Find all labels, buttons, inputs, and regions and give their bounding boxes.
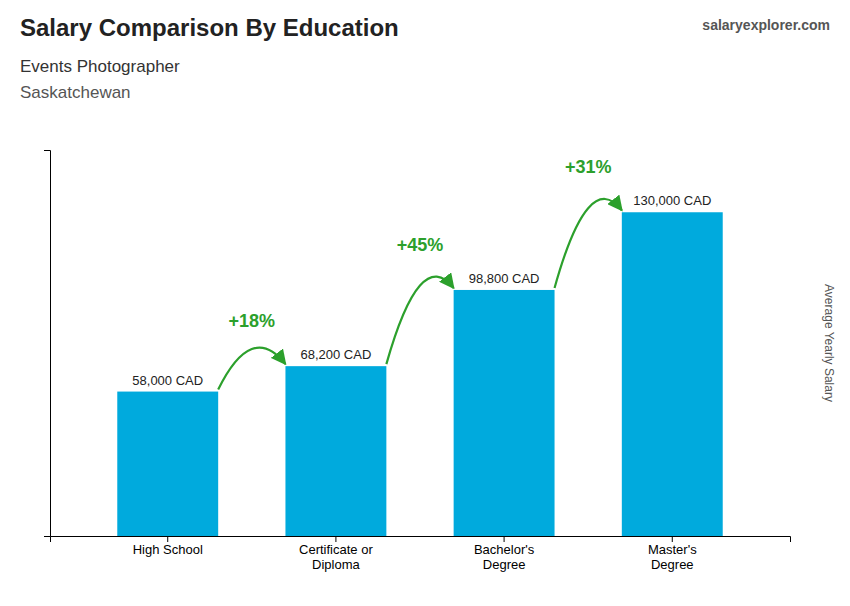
x-tick-label-line: Bachelor's	[474, 542, 535, 557]
bar	[117, 392, 218, 536]
bar	[454, 290, 555, 536]
x-tick-label: Bachelor'sDegree	[474, 542, 535, 572]
x-tick-mark	[335, 536, 336, 542]
pct-label: +18%	[229, 311, 276, 331]
chart-svg: Salary Comparison By Education Events Pho…	[0, 0, 850, 606]
x-tick: High School	[133, 536, 203, 557]
pct-changes: +18% +45% +31%	[218, 157, 622, 389]
x-tick-mark	[167, 536, 168, 542]
plot: High School Certificate orDiploma Bachelor…	[44, 151, 791, 573]
pct-arrow	[386, 277, 453, 365]
data-label: 130,000 CAD	[633, 193, 711, 208]
data-labels: 58,000 CAD 68,200 CAD 98,800 CAD 130,000 CA…	[132, 193, 711, 387]
x-axis-line	[51, 537, 791, 543]
x-tick: Bachelor'sDegree	[474, 536, 535, 572]
x-axis: High School Certificate orDiploma Bachelor…	[51, 536, 791, 572]
pct-arrow	[218, 348, 285, 390]
bars	[117, 212, 722, 536]
bar	[622, 212, 723, 536]
x-tick-label: High School	[133, 542, 203, 557]
x-tick-label-line: Certificate or	[299, 542, 373, 557]
x-tick-label: Master'sDegree	[648, 542, 697, 572]
source: salaryexplorer.com	[702, 17, 830, 33]
x-tick: Master'sDegree	[648, 536, 697, 572]
subtitle: Events Photographer	[20, 57, 180, 76]
y-axis	[44, 151, 51, 537]
y-axis-title: Average Yearly Salary	[822, 284, 836, 402]
x-tick-mark	[672, 536, 673, 542]
pct-arrow	[555, 199, 622, 288]
x-tick-label-line: Degree	[651, 557, 694, 572]
data-label: 68,200 CAD	[300, 347, 371, 362]
pct-label: +45%	[397, 235, 444, 255]
x-tick-label-line: Degree	[483, 557, 526, 572]
x-tick-label-line: Diploma	[312, 557, 360, 572]
data-label: 58,000 CAD	[132, 373, 203, 388]
data-label: 98,800 CAD	[469, 271, 540, 286]
y-axis-line	[44, 151, 51, 537]
chart-container: Salary Comparison By Education Events Pho…	[0, 0, 850, 606]
x-tick-mark	[504, 536, 505, 542]
x-tick: Certificate orDiploma	[299, 536, 373, 572]
x-tick-label: Certificate orDiploma	[299, 542, 373, 572]
location: Saskatchewan	[20, 83, 131, 102]
pct-label: +31%	[565, 157, 612, 177]
x-tick-label-line: Master's	[648, 542, 697, 557]
bar	[285, 366, 386, 536]
title: Salary Comparison By Education	[20, 14, 399, 41]
x-tick-label-line: High School	[133, 542, 203, 557]
